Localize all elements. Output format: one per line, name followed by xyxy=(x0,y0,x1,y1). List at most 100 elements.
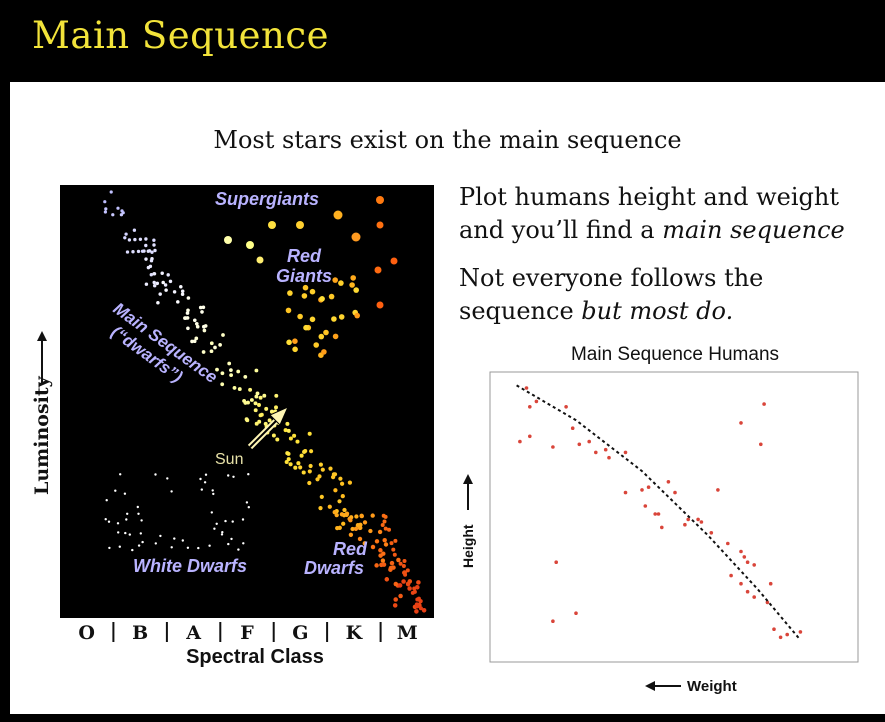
slide-subtitle: Most stars exist on the main sequence xyxy=(213,126,682,154)
main-sequence-star xyxy=(232,385,237,390)
scatter-point xyxy=(640,488,644,492)
main-sequence-star xyxy=(161,280,165,285)
scatter-point xyxy=(643,504,648,508)
main-sequence-star xyxy=(103,200,107,204)
red-dwarfs-label-line1: Red xyxy=(333,539,368,559)
main-sequence-star xyxy=(284,459,289,465)
main-sequence-star xyxy=(283,428,288,433)
main-sequence-star xyxy=(271,433,276,438)
white-dwarf-star xyxy=(181,539,184,542)
red-dwarf-star xyxy=(393,538,398,543)
red-giant-star xyxy=(297,313,303,320)
supergiant-star xyxy=(224,236,232,244)
main-sequence-star xyxy=(378,548,383,553)
main-sequence-star xyxy=(368,528,373,534)
red-giant-star xyxy=(331,316,337,322)
red-giant-star xyxy=(285,307,292,314)
main-sequence-star xyxy=(166,273,170,277)
spectral-class-label: Spectral Class xyxy=(186,646,324,668)
main-sequence-star xyxy=(302,449,307,454)
white-dwarf-star xyxy=(124,531,127,535)
main-sequence-star xyxy=(125,250,130,254)
main-sequence-star xyxy=(258,413,263,418)
main-sequence-star xyxy=(301,470,306,475)
main-sequence-star xyxy=(138,237,143,241)
main-sequence-star xyxy=(397,583,403,588)
hr-diagram: Supergiants Red Giants Main Sequence (“d… xyxy=(60,185,434,618)
main-sequence-star xyxy=(350,526,355,532)
main-sequence-star xyxy=(414,609,419,614)
scatter-point xyxy=(765,600,770,605)
bullet-1-line2: and you’ll find a main sequence xyxy=(459,214,845,247)
main-sequence-star xyxy=(255,391,260,396)
luminosity-label: Luminosity xyxy=(31,375,53,495)
white-dwarf-star xyxy=(170,490,173,493)
scatter-point xyxy=(587,439,591,444)
spectral-class-k: K xyxy=(346,622,364,644)
main-sequence-star xyxy=(258,395,263,400)
red-dwarf-star xyxy=(382,519,387,524)
spectral-class-b: B xyxy=(132,622,148,644)
weight-axis-label: Weight xyxy=(687,678,737,695)
red-dwarf-star xyxy=(380,523,385,527)
main-sequence-star xyxy=(344,511,350,516)
main-sequence-star xyxy=(288,436,293,441)
red-dwarf-star xyxy=(391,547,396,552)
supergiant-star xyxy=(376,301,384,309)
main-sequence-star xyxy=(298,465,303,470)
main-sequence-star xyxy=(192,339,197,344)
red-dwarf-star xyxy=(416,596,421,601)
main-sequence-star xyxy=(362,520,368,525)
bullet-2: Not everyone follows the sequence but mo… xyxy=(459,262,763,328)
spectral-class-a: A xyxy=(185,622,201,644)
main-sequence-star xyxy=(144,243,148,248)
main-sequence-star xyxy=(358,525,363,531)
white-dwarf-star xyxy=(186,546,190,549)
main-sequence-star xyxy=(357,536,363,542)
scatter-point xyxy=(574,611,578,615)
scatter-chart-title: Main Sequence Humans xyxy=(570,344,780,365)
main-sequence-star xyxy=(393,597,398,602)
white-dwarf-star xyxy=(139,532,142,535)
scatter-point xyxy=(778,635,783,640)
main-sequence-star xyxy=(190,339,194,344)
scatter-point xyxy=(686,517,690,522)
main-sequence-star xyxy=(198,305,203,310)
main-sequence-star xyxy=(315,477,320,482)
main-sequence-star xyxy=(201,350,206,354)
main-sequence-star xyxy=(220,382,225,387)
scatter-point xyxy=(518,439,522,444)
white-dwarf-star xyxy=(212,492,215,496)
main-sequence-star xyxy=(152,272,157,276)
main-sequence-star xyxy=(133,237,137,242)
white-dwarf-star xyxy=(137,512,140,515)
height-arrow-icon xyxy=(463,474,473,484)
main-sequence-star xyxy=(348,532,354,537)
main-sequence-star xyxy=(264,406,269,411)
main-sequence-star xyxy=(248,387,253,392)
main-sequence-star xyxy=(220,371,225,376)
scatter-point xyxy=(716,488,720,492)
main-sequence-star xyxy=(330,474,336,480)
main-sequence-star xyxy=(262,393,267,398)
red-giant-star xyxy=(332,333,339,340)
scatter-point xyxy=(623,490,628,495)
main-sequence-star xyxy=(293,465,298,470)
scatter-point xyxy=(673,490,677,495)
white-dwarf-star xyxy=(107,520,111,523)
main-sequence-star xyxy=(288,462,293,467)
main-sequence-star xyxy=(396,557,401,563)
main-sequence-star xyxy=(180,289,185,293)
scatter-point xyxy=(709,531,714,535)
main-sequence-star xyxy=(341,521,346,526)
white-dwarf-star xyxy=(213,527,216,530)
main-sequence-star xyxy=(274,405,278,410)
main-sequence-star xyxy=(393,581,399,587)
white-dwarf-star xyxy=(126,512,129,515)
main-sequence-star xyxy=(257,419,262,424)
supergiant-star xyxy=(374,266,382,274)
main-sequence-star xyxy=(327,504,332,509)
scatter-plot-frame xyxy=(489,371,859,663)
scatter-point xyxy=(683,522,687,527)
